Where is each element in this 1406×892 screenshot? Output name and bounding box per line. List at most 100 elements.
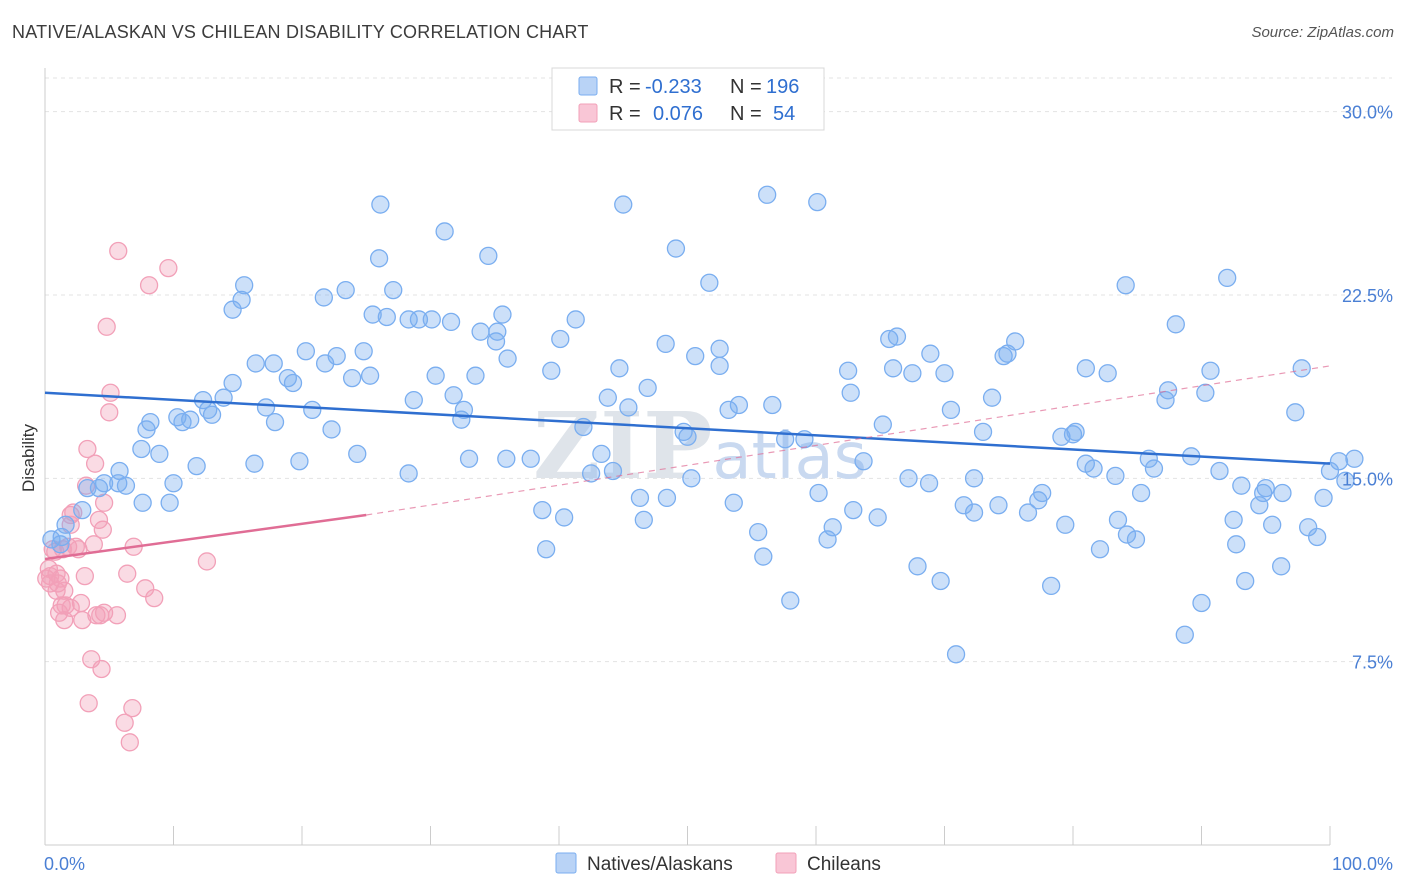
y-tick-label: 22.5%	[1342, 286, 1393, 306]
legend-n-label-1: N =	[730, 76, 762, 98]
chilean-point	[61, 598, 80, 618]
native-point	[377, 307, 396, 327]
native-point	[1090, 540, 1110, 559]
native-point	[1286, 403, 1305, 422]
native-point	[150, 444, 169, 464]
chilean-point	[123, 698, 142, 718]
native-point	[498, 349, 517, 368]
native-point	[921, 344, 940, 363]
native-point	[181, 410, 200, 429]
native-point	[719, 400, 738, 420]
native-point	[290, 452, 309, 471]
native-point	[160, 493, 179, 512]
native-point	[710, 356, 729, 376]
native-point	[371, 195, 390, 214]
y-axis-label: Disability	[19, 423, 38, 492]
chilean-point	[75, 566, 94, 586]
y-tick-label: 7.5%	[1352, 653, 1393, 673]
native-point	[141, 412, 160, 432]
native-point	[931, 571, 950, 591]
native-point	[409, 310, 429, 329]
legend-r-natives: -0.233	[645, 76, 702, 98]
chilean-point	[120, 733, 139, 752]
native-point	[360, 366, 380, 385]
native-point	[336, 280, 355, 300]
chart-title: NATIVE/ALASKAN VS CHILEAN DISABILITY COR…	[12, 22, 589, 42]
native-point	[700, 273, 719, 292]
native-point	[56, 515, 75, 534]
native-point	[838, 361, 858, 380]
native-point	[1210, 461, 1229, 481]
native-point	[1158, 381, 1178, 400]
chilean-point	[73, 610, 92, 630]
native-point	[73, 500, 92, 520]
chilean-point	[197, 552, 217, 571]
native-point	[51, 535, 70, 554]
native-point	[954, 496, 973, 515]
native-point	[1117, 525, 1137, 544]
native-point	[479, 246, 498, 266]
native-point	[327, 346, 346, 366]
legend-swatch-natives	[578, 76, 598, 96]
native-point	[935, 364, 954, 383]
legend-n-chileans: 54	[773, 103, 795, 125]
legend-n-label-2: N =	[730, 103, 762, 125]
legend-swatch-chileans	[578, 103, 598, 123]
native-point	[1224, 510, 1243, 530]
native-point	[1131, 483, 1151, 503]
native-point	[964, 503, 984, 522]
native-point	[1196, 383, 1215, 402]
native-point	[964, 469, 984, 488]
chilean-point	[101, 383, 120, 402]
chilean-point	[118, 564, 137, 583]
native-point	[758, 185, 777, 204]
y-tick-label: 15.0%	[1342, 469, 1393, 489]
native-point	[283, 373, 303, 393]
native-point	[399, 310, 418, 329]
chilean-point	[100, 403, 119, 422]
native-point	[132, 439, 151, 459]
native-point	[729, 395, 749, 415]
native-point	[686, 346, 705, 366]
native-point	[1098, 364, 1117, 383]
native-point	[973, 422, 993, 442]
x-tick-label: 100.0%	[1332, 854, 1393, 874]
native-point	[841, 383, 860, 402]
native-point	[823, 518, 842, 537]
native-point	[598, 388, 617, 407]
native-point	[235, 276, 254, 295]
native-point	[982, 388, 1002, 407]
legend-r-chileans: 0.076	[653, 103, 703, 125]
native-point	[1018, 503, 1038, 522]
native-point	[493, 305, 512, 324]
bottom-swatch-natives	[555, 852, 577, 874]
native-point	[919, 474, 939, 493]
native-point	[521, 449, 540, 468]
chilean-point	[159, 258, 178, 278]
native-point	[1116, 276, 1135, 295]
native-point	[883, 359, 903, 378]
native-point	[619, 398, 638, 417]
native-point	[164, 474, 183, 493]
watermark: ZIPatlas	[533, 392, 867, 500]
native-point	[1236, 571, 1255, 591]
native-point	[666, 239, 686, 258]
native-point	[278, 368, 298, 388]
chilean-point	[107, 606, 127, 625]
chilean-point	[79, 694, 98, 713]
native-point	[1314, 488, 1333, 508]
native-point	[581, 464, 601, 483]
native-point	[322, 420, 341, 439]
native-point	[422, 310, 441, 329]
native-point	[1033, 483, 1052, 503]
native-point	[223, 300, 242, 319]
native-point	[634, 510, 653, 530]
native-point	[246, 354, 265, 373]
native-point	[710, 339, 729, 358]
native-point	[1126, 530, 1146, 549]
native-point	[1292, 359, 1311, 378]
native-point	[1066, 422, 1085, 442]
native-point	[614, 195, 633, 214]
native-point	[454, 400, 474, 420]
